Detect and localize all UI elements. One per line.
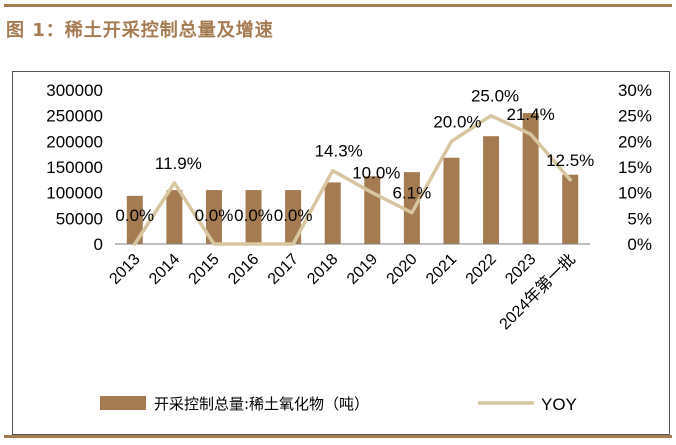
y-left-tick-label: 300000 [46,81,103,100]
y-left-tick-label: 150000 [46,158,103,177]
bar-2019 [364,176,381,244]
yoy-data-label: 6.1% [393,184,432,203]
x-tick-label: 2014 [146,251,183,288]
x-tick-label: 2017 [265,251,302,288]
yoy-data-label: 11.9% [155,154,202,173]
x-tick-label: 2022 [463,251,500,288]
yoy-data-label: 10.0% [352,164,400,183]
bar-2013 [126,195,143,244]
x-tick-label: 2019 [344,251,381,288]
bar-2020 [403,172,420,244]
bar-2015 [205,190,222,244]
x-tick-label: 2021 [423,251,460,288]
bar-2014 [166,190,183,244]
y-left-tick-label: 100000 [46,184,103,203]
yoy-data-label: 0.0% [234,206,273,225]
figure-title: 图 1：稀土开采控制总量及增速 [6,20,274,41]
y-right-tick-label: 15% [618,158,652,177]
x-tick-label: 2018 [304,251,341,288]
yoy-data-label: 0.0% [195,206,234,225]
y-right-tick-label: 30% [618,81,652,100]
y-left-tick-label: 250000 [46,107,103,126]
y-right-tick-label: 25% [618,107,652,126]
y-right-tick-label: 20% [618,132,652,151]
legend-line-label: YOY [541,395,577,414]
bottom-rule [4,435,672,438]
bar-2016 [245,190,262,244]
bar-2023 [522,113,539,244]
bar-2017 [285,190,302,244]
y-left-tick-label: 0 [94,235,103,254]
yoy-data-label: 14.3% [315,142,363,161]
y-right-tick-label: 0% [627,235,652,254]
yoy-data-label: 0.0% [274,206,313,225]
x-tick-label: 2015 [186,251,223,288]
y-right-tick-label: 5% [627,209,652,228]
yoy-data-label: 25.0% [471,87,519,106]
yoy-data-label: 0.0% [115,206,154,225]
x-tick-label: 2023 [502,251,539,288]
x-tick-label: 2016 [225,251,262,288]
bar-2018 [324,182,341,244]
bar-2024年第一批 [562,174,579,244]
x-tick-label: 2013 [106,251,143,288]
plot-frame [12,71,670,435]
y-left-tick-label: 50000 [56,209,103,228]
legend-bar-label: 开采控制总量:稀土氧化物（吨） [154,395,369,413]
yoy-data-label: 20.0% [433,112,481,131]
yoy-data-label: 12.5% [546,151,594,170]
legend-bar-swatch [100,396,146,410]
bar-2022 [483,136,500,244]
top-rule [4,4,672,7]
y-left-tick-label: 200000 [46,132,103,151]
x-tick-label: 2020 [384,251,421,288]
bar-2021 [443,157,460,244]
yoy-line [133,113,572,246]
yoy-data-label: 21.4% [507,105,555,124]
y-right-tick-label: 10% [618,184,652,203]
